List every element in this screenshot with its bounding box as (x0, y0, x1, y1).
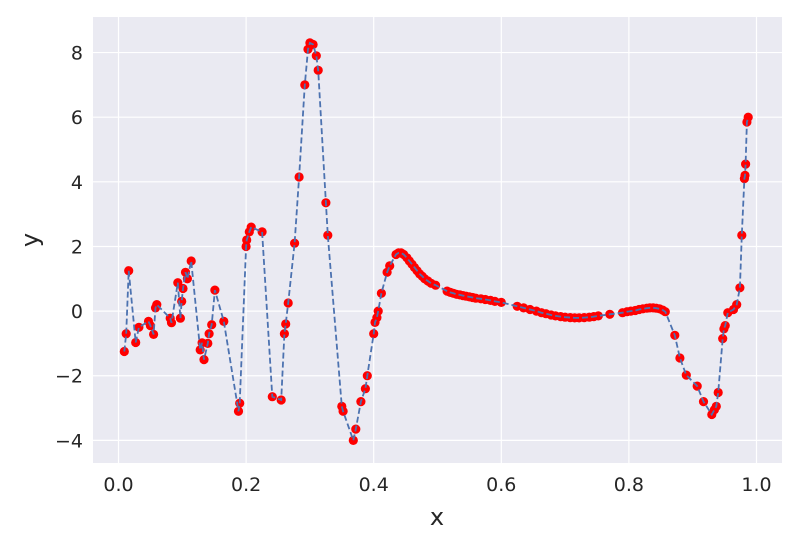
y-tick-label: −2 (55, 366, 83, 388)
data-point (735, 283, 745, 293)
data-point (257, 227, 267, 237)
x-tick-label: 0.0 (103, 474, 133, 496)
data-point (737, 230, 747, 240)
data-point (246, 222, 256, 232)
y-tick-label: 2 (71, 236, 83, 258)
data-point (360, 384, 370, 394)
data-series (119, 38, 753, 445)
y-axis-title: y (16, 233, 44, 247)
y-tick-label: 8 (71, 43, 83, 65)
series-line (123, 41, 750, 444)
data-point (675, 353, 685, 363)
data-point (219, 316, 229, 326)
data-point (290, 238, 300, 248)
data-point (175, 313, 185, 323)
data-point (281, 319, 291, 329)
x-tick-label: 0.8 (614, 474, 644, 496)
y-tick-label: 0 (71, 301, 83, 323)
data-point (496, 297, 506, 307)
data-point (713, 387, 723, 398)
y-tick-label: 6 (71, 107, 83, 129)
data-point (121, 329, 131, 339)
data-point (593, 311, 603, 321)
grid-lines (93, 17, 782, 463)
data-point (718, 334, 728, 344)
x-axis-title: x (430, 503, 444, 531)
data-point (124, 266, 134, 276)
data-point (323, 230, 333, 240)
data-point (743, 112, 753, 122)
data-point (311, 51, 321, 61)
x-tick-label: 1.0 (741, 474, 771, 496)
plot-background (93, 17, 782, 463)
data-point (348, 435, 358, 445)
x-tick-label: 0.2 (231, 474, 261, 496)
data-point (385, 261, 395, 271)
y-tick-label: −4 (55, 430, 83, 452)
tick-labels: 0.0 0.2 0.4 0.6 0.8 1.0 −4 −2 0 2 4 6 8 (55, 43, 772, 496)
x-tick-label: 0.6 (486, 474, 516, 496)
x-tick-label: 0.4 (359, 474, 389, 496)
data-point (741, 159, 751, 169)
data-point (186, 256, 196, 266)
data-point (279, 329, 289, 339)
y-tick-label: 4 (71, 172, 83, 194)
